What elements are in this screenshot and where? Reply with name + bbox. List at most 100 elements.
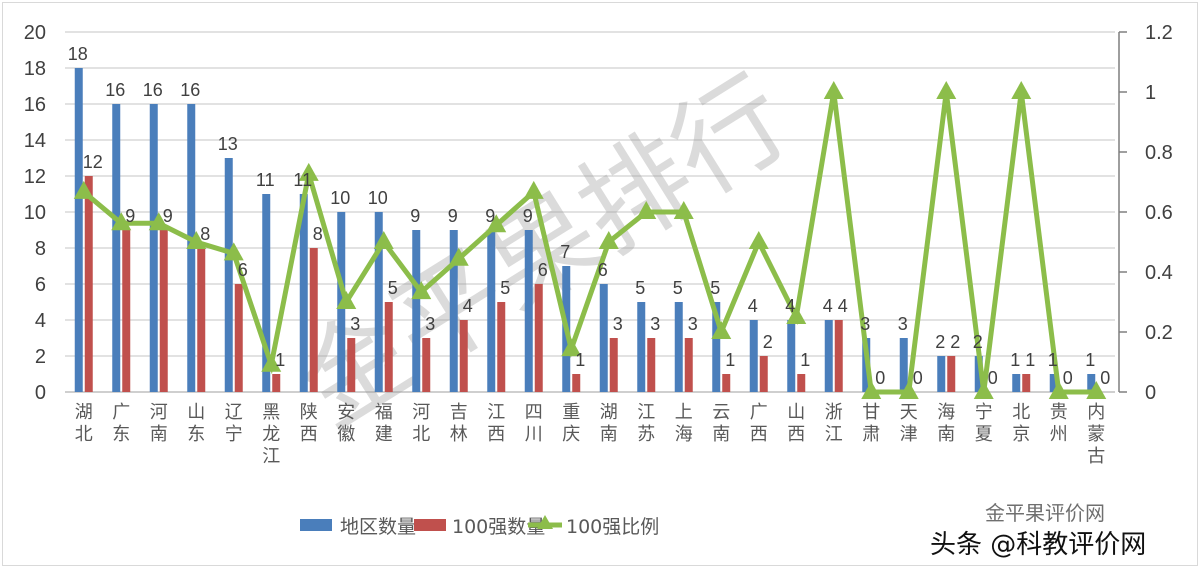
bar-top100-count <box>572 374 581 392</box>
category-label: 西 <box>787 424 805 445</box>
y-tick-label: 2 <box>35 346 46 368</box>
triangle-marker <box>1011 81 1032 99</box>
data-label-top100: 9 <box>125 206 135 226</box>
data-label-region: 18 <box>68 44 88 64</box>
category-label: 津 <box>900 424 918 445</box>
bar-top100-count <box>384 302 393 392</box>
category-label: 湖 <box>75 402 93 423</box>
bar-region-count <box>299 194 308 392</box>
bar-region-count <box>487 230 496 392</box>
data-label-region: 10 <box>330 188 350 208</box>
category-label: 龙 <box>262 424 280 445</box>
data-label-region: 5 <box>673 278 683 298</box>
bar-region-count <box>412 230 421 392</box>
category-label: 北 <box>75 424 93 445</box>
data-label-top100: 3 <box>425 314 435 334</box>
y-tick-label: 18 <box>24 58 46 80</box>
triangle-marker <box>598 231 619 249</box>
triangle-marker <box>786 306 807 324</box>
category-label: 庆 <box>562 424 580 445</box>
bar-region-count <box>449 230 458 392</box>
bar-region-count <box>824 320 833 392</box>
category-label: 川 <box>525 424 543 445</box>
data-label-region: 10 <box>368 188 388 208</box>
category-label: 南 <box>150 424 168 445</box>
bar-region-count <box>937 356 946 392</box>
category-label: 苏 <box>637 424 655 445</box>
category-label: 云 <box>712 402 730 423</box>
triangle-marker <box>73 180 94 199</box>
y-tick-label: 6 <box>35 274 46 296</box>
category-label: 南 <box>937 424 955 445</box>
bar-top100-count <box>122 230 131 392</box>
y2-tick-label: 0.6 <box>1145 202 1173 224</box>
category-label: 西 <box>487 424 505 445</box>
category-label: 黑 <box>262 402 280 423</box>
triangle-marker <box>973 381 994 399</box>
category-label: 河 <box>150 402 168 423</box>
data-label-region: 7 <box>560 242 570 262</box>
category-label: 山 <box>187 402 205 423</box>
category-label: 福 <box>375 402 393 423</box>
bar-region-count <box>224 158 233 392</box>
bar-top100-count <box>459 320 468 392</box>
data-label-region: 9 <box>448 206 458 226</box>
bar-region-count <box>374 212 383 392</box>
category-label: 山 <box>787 402 805 423</box>
category-label: 上 <box>675 402 693 423</box>
category-label: 宁 <box>225 424 243 445</box>
category-label: 江 <box>825 424 843 445</box>
bar-region-count <box>637 302 646 392</box>
triangle-marker <box>373 231 394 249</box>
triangle-marker <box>111 212 132 231</box>
category-label: 徽 <box>337 424 355 445</box>
category-label: 海 <box>937 402 955 423</box>
data-label-region: 1 <box>1010 350 1020 370</box>
legend-label: 100强比例 <box>566 516 659 538</box>
category-label: 肃 <box>862 424 880 445</box>
y2-tick-label: 0 <box>1145 382 1156 404</box>
category-label: 南 <box>600 424 618 445</box>
bar-top100-count <box>534 284 543 392</box>
bar-region-count <box>974 356 983 392</box>
data-label-region: 4 <box>823 296 833 316</box>
category-label: 古 <box>1087 446 1105 467</box>
data-label-region: 6 <box>598 260 608 280</box>
bar-region-count <box>149 104 158 392</box>
data-label-region: 3 <box>860 314 870 334</box>
triangle-marker <box>448 247 469 266</box>
bar-top100-count <box>609 338 618 392</box>
bar-region-count <box>1012 374 1021 392</box>
triangle-marker <box>523 180 544 199</box>
triangle-marker <box>298 162 319 181</box>
data-label-region: 9 <box>523 206 533 226</box>
bar-region-count <box>74 68 83 392</box>
bar-top100-count <box>84 176 93 392</box>
category-label: 林 <box>450 424 468 445</box>
y2-tick-label: 0.8 <box>1145 142 1173 164</box>
category-label: 夏 <box>975 424 993 445</box>
category-label: 江 <box>637 402 655 423</box>
category-label: 东 <box>187 424 205 445</box>
category-label: 蒙 <box>1087 424 1105 445</box>
category-label: 海 <box>675 424 693 445</box>
data-label-top100: 6 <box>538 260 548 280</box>
data-label-region: 9 <box>485 206 495 226</box>
data-label-top100: 2 <box>950 332 960 352</box>
y-tick-label: 10 <box>24 202 46 224</box>
category-label: 甘 <box>862 402 880 423</box>
y-tick-label: 0 <box>35 382 46 404</box>
bar-top100-count <box>797 374 806 392</box>
bar-top100-count <box>947 356 956 392</box>
data-label-region: 16 <box>105 80 125 100</box>
bar-top100-count <box>234 284 243 392</box>
data-label-top100: 3 <box>688 314 698 334</box>
data-label-region: 4 <box>785 296 795 316</box>
bar-top100-count <box>834 320 843 392</box>
data-label-region: 11 <box>293 170 312 190</box>
data-label-region: 5 <box>710 278 720 298</box>
category-label: 南 <box>712 424 730 445</box>
category-label: 贵 <box>1050 402 1068 423</box>
triangle-marker <box>486 214 507 233</box>
bar-top100-count <box>497 302 506 392</box>
